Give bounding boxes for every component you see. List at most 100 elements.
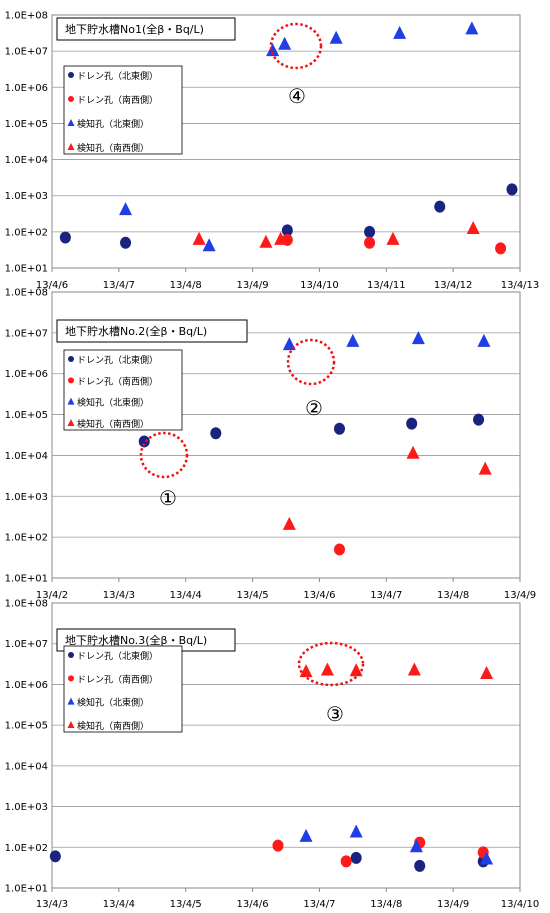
data-point xyxy=(59,231,71,244)
data-point xyxy=(406,445,420,459)
data-point xyxy=(506,183,518,196)
y-tick-label: 1.0E+02 xyxy=(5,533,48,544)
highlight-circle xyxy=(269,22,323,70)
highlight-circle xyxy=(139,431,189,479)
data-point xyxy=(192,231,206,245)
y-tick-label: 1.0E+06 xyxy=(5,83,48,94)
data-point xyxy=(138,435,150,448)
y-tick-label: 1.0E+02 xyxy=(5,227,48,238)
data-point xyxy=(340,855,352,868)
x-tick-label: 13/4/4 xyxy=(103,899,135,910)
x-tick-label: 13/4/3 xyxy=(103,590,135,601)
legend-swatch xyxy=(68,356,74,362)
chart-title-box xyxy=(56,319,248,343)
x-tick-label: 13/4/13 xyxy=(501,280,540,291)
legend-label: ドレン孔（南西側） xyxy=(77,94,158,106)
data-point xyxy=(495,242,507,255)
x-tick-label: 13/4/6 xyxy=(36,280,68,291)
chart-title: 地下貯水槽No.3(全β・Bq/L) xyxy=(65,633,207,647)
chart-title: 地下貯水槽No1(全β・Bq/L) xyxy=(65,22,204,36)
legend-label: 検知孔（南西側） xyxy=(77,418,149,430)
x-tick-label: 13/4/8 xyxy=(370,899,402,910)
data-point xyxy=(346,333,360,347)
data-point xyxy=(393,25,407,39)
data-point xyxy=(274,231,288,245)
data-point xyxy=(386,231,400,245)
legend-box xyxy=(63,349,183,431)
legend-swatch xyxy=(67,143,75,150)
data-point xyxy=(364,236,376,249)
legend-label: 検知孔（北東側） xyxy=(77,118,149,130)
data-point xyxy=(202,238,216,252)
y-tick-label: 1.0E+04 xyxy=(5,761,48,772)
data-point xyxy=(480,851,494,865)
legend-label: ドレン孔（南西側） xyxy=(77,375,158,387)
legend-label: 検知孔（北東側） xyxy=(77,697,149,709)
data-point xyxy=(259,234,273,248)
data-point xyxy=(210,427,222,440)
data-point xyxy=(320,662,334,676)
x-tick-label: 13/4/8 xyxy=(437,590,469,601)
legend-label: ドレン孔（北東側） xyxy=(77,650,158,662)
y-tick-label: 1.0E+05 xyxy=(5,410,48,421)
annotation-label: ① xyxy=(159,486,177,510)
legend-label: ドレン孔（北東側） xyxy=(77,70,158,82)
legend-swatch xyxy=(68,377,74,384)
y-tick-label: 1.0E+06 xyxy=(5,680,48,691)
y-tick-label: 1.0E+05 xyxy=(5,721,48,732)
y-tick-label: 1.0E+01 xyxy=(5,574,48,585)
data-point xyxy=(406,417,418,430)
data-point xyxy=(299,828,313,842)
highlight-circle xyxy=(286,338,336,386)
y-tick-label: 1.0E+07 xyxy=(5,639,48,650)
x-tick-label: 13/4/6 xyxy=(236,899,268,910)
data-point xyxy=(272,839,284,852)
data-point xyxy=(407,662,421,676)
chart-panel-3: 1.0E+01 1.0E+02 1.0E+03 1.0E+04 1.0E+05 1.0E+… xyxy=(5,599,540,911)
data-point xyxy=(409,839,423,853)
y-tick-label: 1.0E+08 xyxy=(5,288,48,299)
data-point xyxy=(333,422,345,435)
x-tick-label: 13/4/3 xyxy=(36,899,68,910)
x-tick-label: 13/4/8 xyxy=(170,280,202,291)
legend-box xyxy=(63,65,183,155)
y-tick-label: 1.0E+05 xyxy=(5,119,48,130)
legend-swatch xyxy=(67,419,75,426)
data-point xyxy=(266,43,280,57)
y-tick-label: 1.0E+04 xyxy=(5,155,48,166)
data-point xyxy=(414,859,426,872)
chart-panel-2: 1.0E+01 1.0E+02 1.0E+03 1.0E+04 1.0E+05 1.0E+… xyxy=(5,288,536,602)
x-tick-label: 13/4/9 xyxy=(236,280,268,291)
y-tick-label: 1.0E+08 xyxy=(5,599,48,610)
chart-title-box xyxy=(56,17,236,41)
x-tick-label: 13/4/2 xyxy=(36,590,68,601)
legend-swatch xyxy=(67,119,75,126)
data-point xyxy=(333,543,345,556)
data-point xyxy=(329,30,343,44)
annotation-label: ③ xyxy=(326,702,344,726)
data-point xyxy=(465,21,479,35)
data-point xyxy=(299,664,313,678)
data-point xyxy=(480,666,494,680)
legend-label: ドレン孔（北東側） xyxy=(77,354,158,366)
data-point xyxy=(278,36,292,50)
legend-swatch xyxy=(68,675,74,682)
x-tick-label: 13/4/7 xyxy=(370,590,402,601)
x-tick-label: 13/4/7 xyxy=(103,280,135,291)
legend-label: 検知孔（南西側） xyxy=(77,720,149,732)
y-tick-label: 1.0E+03 xyxy=(5,492,48,503)
data-point xyxy=(350,851,362,864)
x-tick-label: 13/4/5 xyxy=(170,899,202,910)
legend-swatch xyxy=(68,96,74,102)
data-point xyxy=(120,236,132,249)
y-tick-label: 1.0E+08 xyxy=(5,11,48,22)
y-tick-label: 1.0E+04 xyxy=(5,451,48,462)
legend-label: 検知孔（南西側） xyxy=(77,142,149,154)
y-tick-label: 1.0E+01 xyxy=(5,884,48,895)
data-point xyxy=(49,850,61,863)
x-tick-label: 13/4/6 xyxy=(303,590,335,601)
annotation-label: ④ xyxy=(288,84,306,108)
y-tick-label: 1.0E+06 xyxy=(5,369,48,380)
data-point xyxy=(477,333,491,347)
legend-swatch xyxy=(68,652,74,658)
